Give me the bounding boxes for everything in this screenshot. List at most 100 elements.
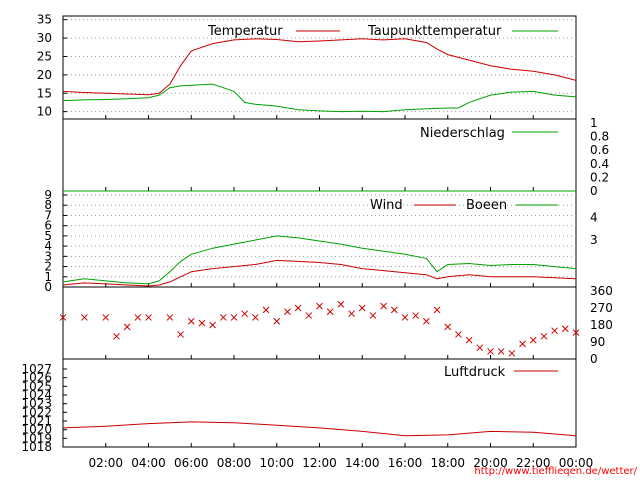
wind-direction-point [561,325,569,333]
credit-url[interactable]: http://www.tiefflieqen.de/wetter/ [474,466,637,477]
y-tick-label-right: 1 [590,116,598,130]
x-tick-label: 08:00 [217,456,252,470]
legend-temperatur: Temperatur [207,24,283,39]
wind-direction-point [390,306,398,314]
wind-direction-point [508,349,516,357]
legend-niederschlag: Niederschlag [420,126,505,141]
wind-direction-point [177,331,184,338]
x-tick-label: 06:00 [174,456,209,470]
y-tick-label: 1025 [21,379,52,393]
y-tick-label: 1019 [21,431,52,445]
y-tick-label: 1022 [21,405,52,419]
y-tick-label: 20 [37,68,52,82]
y-tick-label: 1026 [21,371,52,385]
y-tick-label: 25 [37,49,52,63]
x-tick-label: 20:00 [473,456,508,470]
wind-direction-point [102,314,110,321]
y-tick-label: 10 [37,105,52,119]
wind-direction-point [412,312,420,319]
wind-direction-point [476,344,484,352]
y-tick-label: 9 [44,188,52,202]
wind-direction-point [241,310,249,318]
wind-direction-point [81,314,88,321]
wind-direction-point [369,312,377,319]
x-tick-label: 04:00 [131,456,166,470]
y-tick-label: 0 [44,280,52,294]
y-tick-label: 1027 [21,362,52,376]
y-tick-label: 4 [44,239,52,253]
y-tick-label: 1018 [21,440,52,454]
y-tick-label-right: 360 [590,284,613,298]
y-tick-label-right: 0 [590,352,598,366]
y-tick-label-right: 4 [590,210,598,224]
series-line-temperature-1 [62,83,577,113]
x-tick-label: 10:00 [259,456,294,470]
wind-direction-point [529,336,537,344]
x-tick-label: 18:00 [430,456,465,470]
x-tick-label: 12:00 [302,456,337,470]
y-tick-label: 1021 [21,414,52,428]
legend-taupunkt: Taupunkttemperatur [367,24,502,39]
y-tick-label: 1023 [21,397,52,411]
series-line-pressure-0 [62,421,577,437]
wind-direction-point [252,314,259,321]
wind-direction-point [294,304,302,312]
y-tick-label-right: 0 [590,184,598,198]
wind-direction-point [166,314,174,321]
y-tick-label: 15 [37,86,52,100]
wind-direction-point [455,331,462,338]
wind-direction-point [348,310,355,318]
wind-direction-point [551,327,558,335]
y-tick-label: 35 [37,13,52,27]
wind-direction-point [284,308,291,316]
wind-direction-point [145,314,152,321]
wind-direction-point [230,314,238,321]
y-tick-label: 5 [44,229,52,243]
y-tick-label: 1 [44,270,52,284]
wind-direction-point [540,332,548,340]
legend-boeen: Boeen [466,198,507,213]
x-tick-label: 22:00 [516,456,551,470]
y-tick-label: 1020 [21,423,52,437]
wind-direction-point [433,306,441,314]
x-tick-label: 00:00 [559,456,594,470]
y-tick-label-right: 180 [590,318,613,332]
legend-wind: Wind [370,198,403,213]
y-tick-label-right: 3 [590,233,598,247]
x-tick-label: 16:00 [388,456,423,470]
y-tick-label-right: 0.4 [590,157,609,171]
wind-direction-panel [62,286,577,360]
wind-direction-point [134,314,142,321]
y-tick-label: 6 [44,219,52,233]
wind-direction-point [113,332,120,340]
wind-direction-point [59,314,67,321]
y-tick-label: 30 [37,31,52,45]
wind-direction-point [337,300,345,308]
wind-direction-point [497,348,505,355]
y-tick-label-right: 90 [590,335,605,349]
wind-direction-point [465,336,473,344]
wind-direction-point [123,323,131,331]
y-tick-label: 7 [44,208,52,222]
y-tick-label: 8 [44,198,52,212]
wind-direction-point [326,308,334,316]
wind-direction-point [209,321,216,329]
series-line-temperature-0 [62,38,577,96]
series-line-wind-0 [62,259,577,287]
wind-direction-point [401,314,409,321]
y-tick-label: 3 [44,249,52,263]
wind-direction-point [187,317,195,325]
wind-direction-point [305,312,313,319]
wind-direction-point [423,317,430,325]
x-tick-label: 14:00 [345,456,380,470]
wind-direction-point [316,302,323,310]
series-line-wind-1 [62,235,577,285]
y-tick-label-right: 0.6 [590,143,609,157]
wind-direction-point [219,314,227,321]
y-tick-label-right: 270 [590,301,613,315]
wind-direction-point [380,302,387,310]
wind-direction-point [273,317,281,325]
wind-direction-point [198,319,206,327]
wind-direction-point [262,306,270,314]
